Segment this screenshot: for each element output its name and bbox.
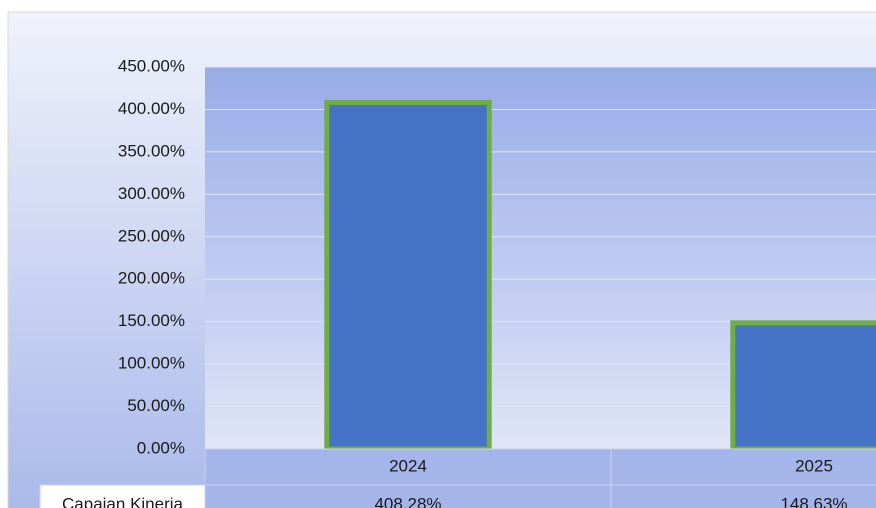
y-tick-label: 200.00% [118,269,185,288]
y-tick-label: 450.00% [118,56,185,75]
bar [324,99,492,452]
legend-cell [40,485,205,508]
value-label: 148.63% [780,494,847,508]
x-tick-label: 2024 [389,456,427,475]
y-tick-label: 400.00% [118,99,185,118]
y-tick-label: 50.00% [127,396,185,415]
y-tick-label: 350.00% [118,141,185,160]
bar [730,320,876,452]
y-tick-label: 250.00% [118,226,185,245]
legend-label: Capaian Kinerja [62,494,184,508]
y-tick-label: 150.00% [118,311,185,330]
y-tick-label: 0.00% [137,438,185,457]
value-label: 408.28% [374,494,441,508]
data-table-row [40,485,876,508]
data-table-header-row [205,449,876,485]
chart-layer: 0.00% 50.00% 100.00% 150.00% 200.00% 250.00% 3… [39,56,876,508]
y-tick-label: 300.00% [118,184,185,203]
x-tick-label: 2025 [795,456,833,475]
y-tick-label: 100.00% [118,354,185,373]
